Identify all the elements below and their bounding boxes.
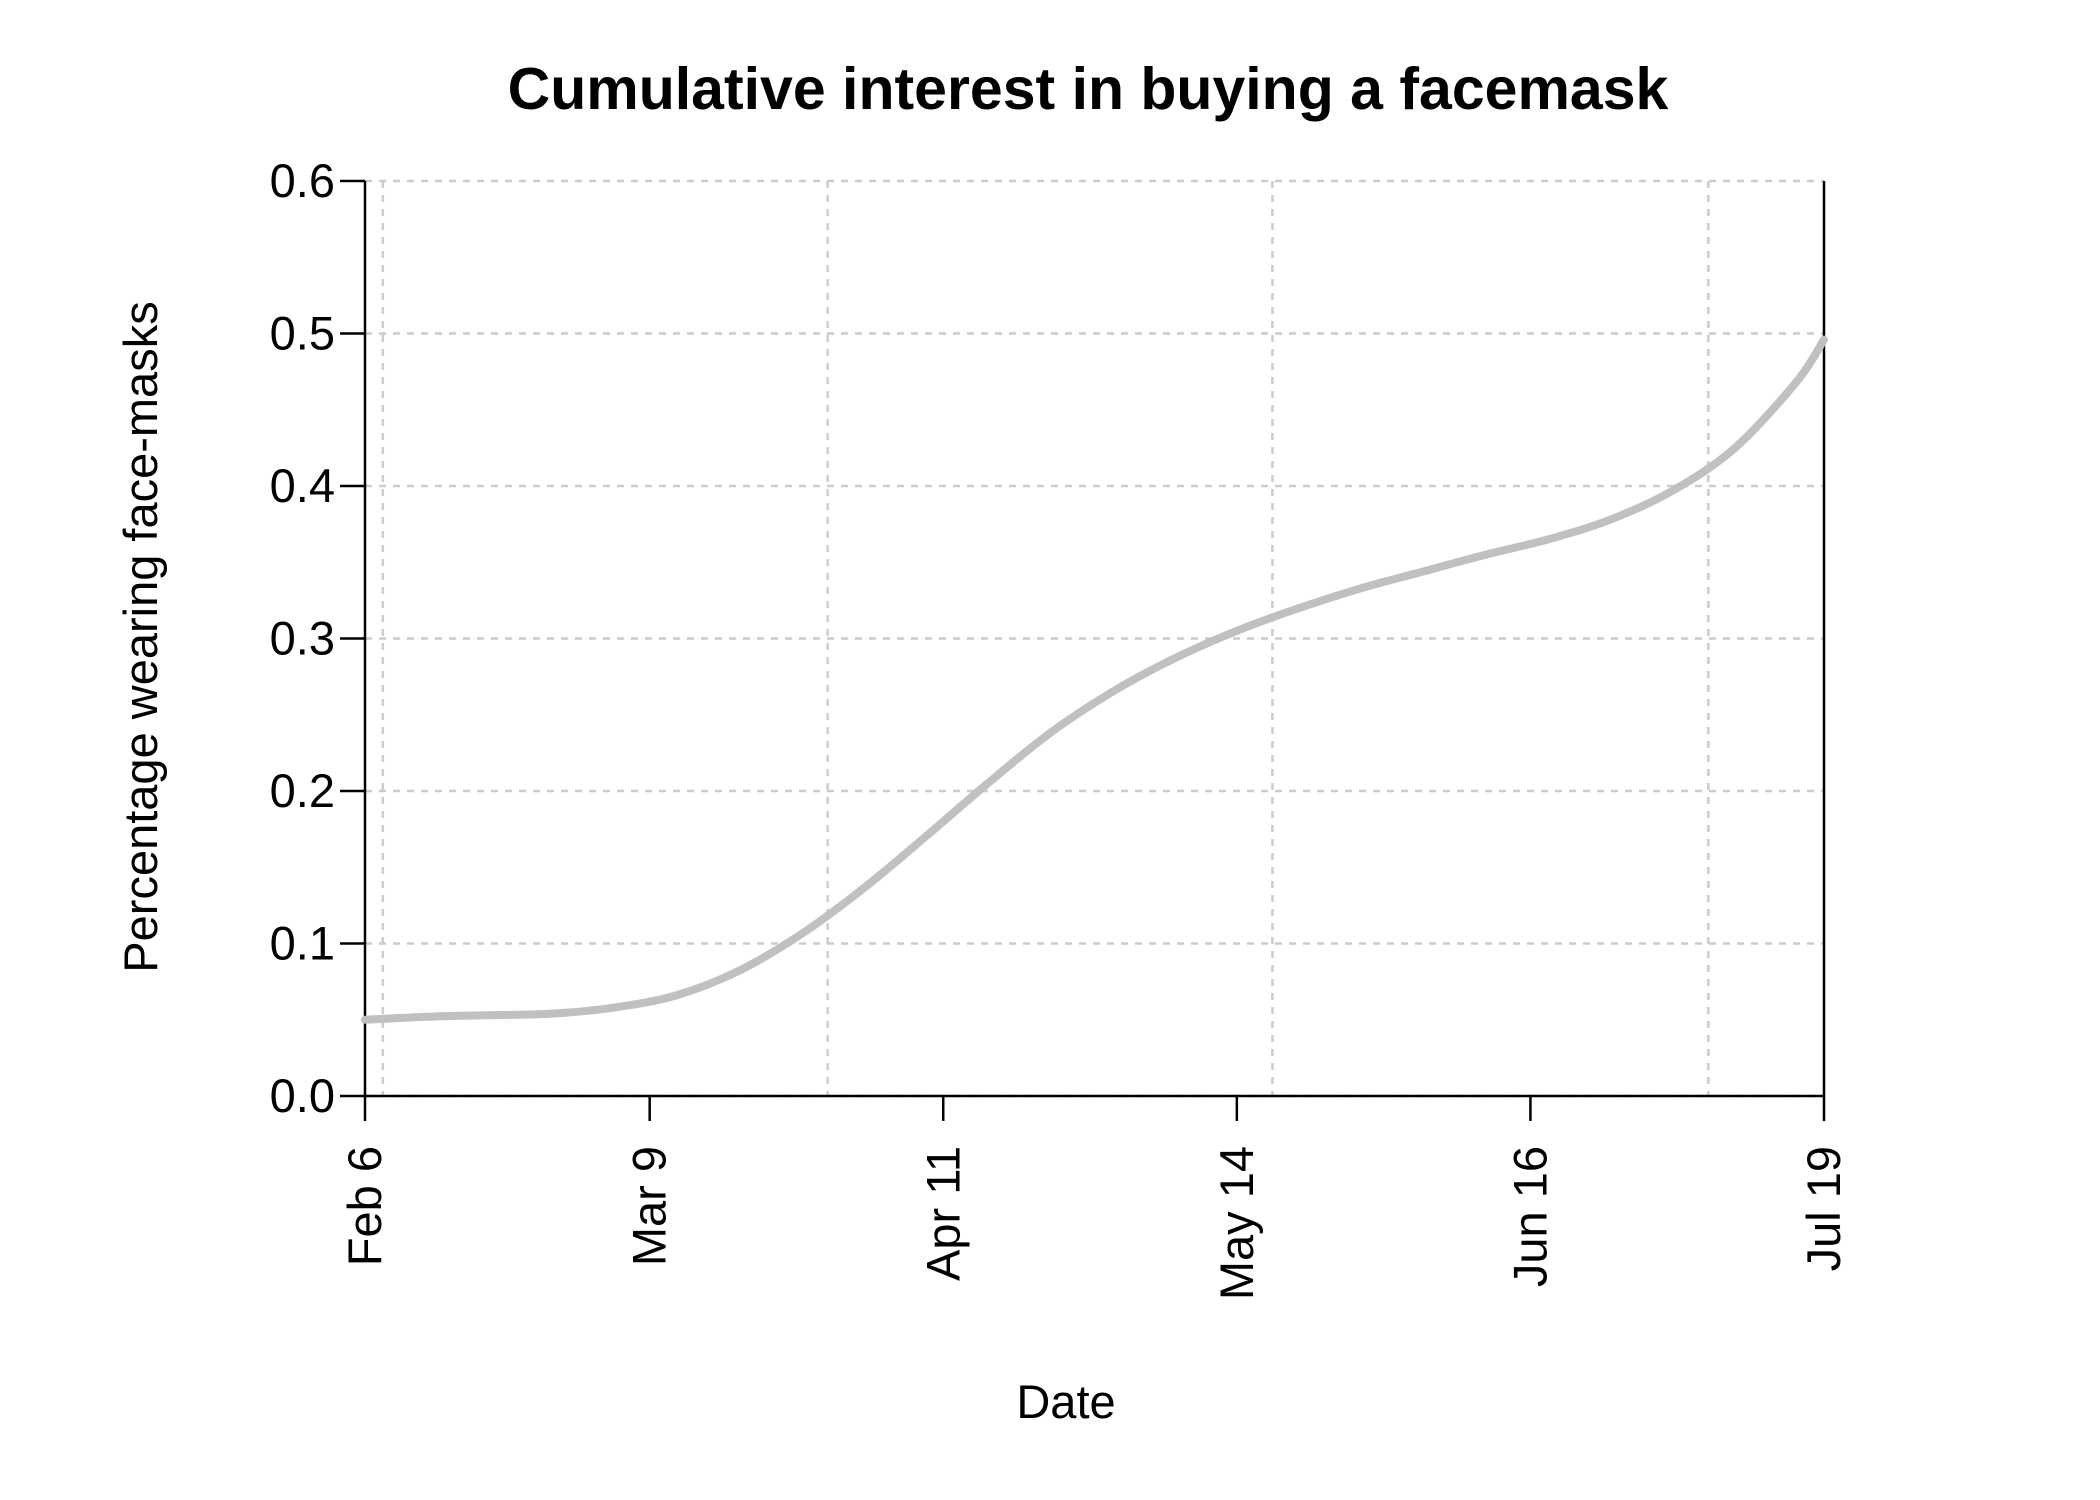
x-tick-label: May 14 <box>1210 1146 1263 1300</box>
series-line-0 <box>361 335 1828 1024</box>
y-tick-label: 0.3 <box>270 612 335 665</box>
y-tick-label: 0.0 <box>270 1069 335 1122</box>
grid <box>365 179 1824 1098</box>
ticks: 0.0 0.1 0.2 0.3 0.4 0.5 0.6 Feb 6 Mar 9 Apr 11 May… <box>270 154 1850 1300</box>
x-tick-label: Apr 11 <box>916 1146 969 1281</box>
chart-title: Cumulative interest in buying a facemask <box>508 56 1669 122</box>
series-layer <box>361 335 1828 1024</box>
y-tick-label: 0.2 <box>270 764 335 817</box>
y-tick-label: 0.5 <box>270 307 335 360</box>
y-tick-label: 0.6 <box>270 154 335 207</box>
y-tick-label: 0.4 <box>270 459 335 512</box>
y-tick-label: 0.1 <box>270 917 335 970</box>
x-axis-title: Date <box>1016 1375 1115 1428</box>
x-tick-label: Jun 16 <box>1503 1146 1556 1287</box>
x-tick-label: Feb 6 <box>338 1146 391 1266</box>
x-tick-label: Jul 19 <box>1797 1146 1850 1271</box>
x-tick-label: Mar 9 <box>623 1146 676 1266</box>
y-axis-title: Percentage wearing face-masks <box>114 301 167 972</box>
